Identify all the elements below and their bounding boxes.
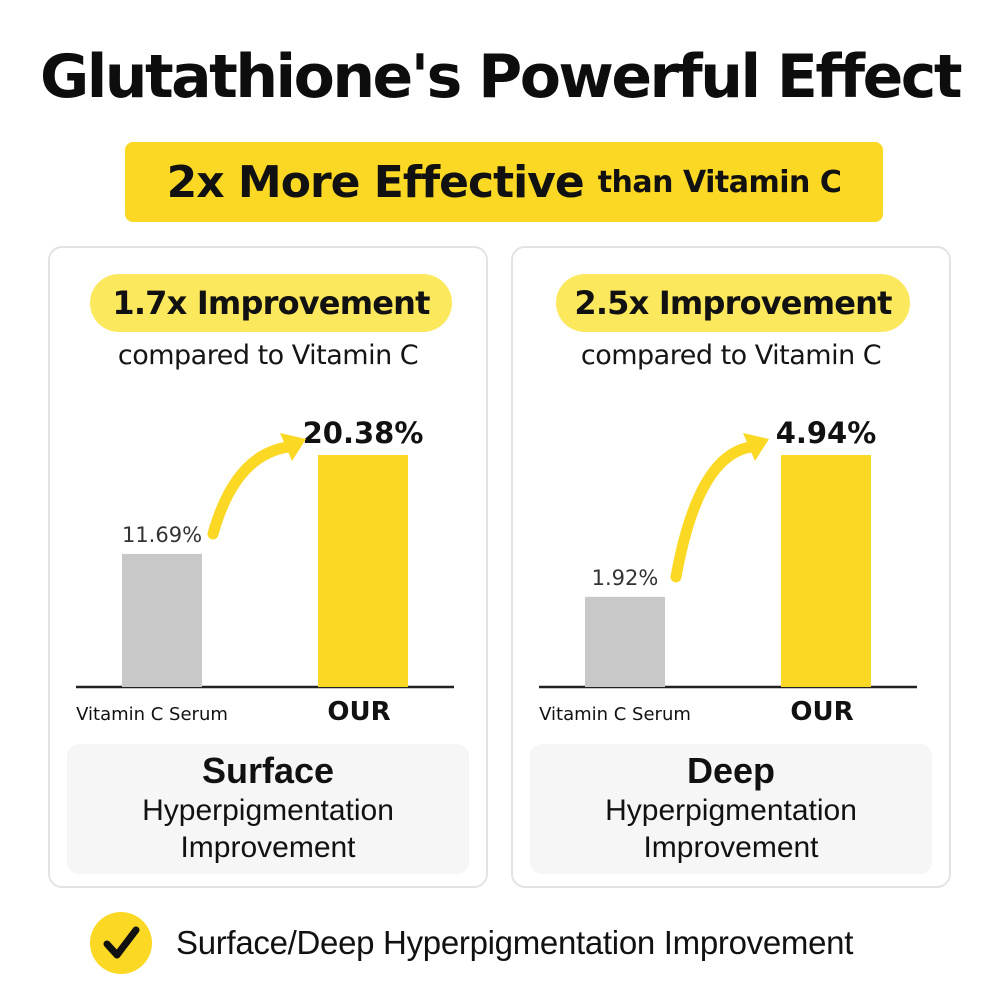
growth-arrow (207, 441, 294, 540)
bar-value-label: 20.38% (303, 416, 424, 450)
surface-label-box: Surface Hyperpigmentation Improvement (67, 744, 469, 874)
checkmark-icon (90, 912, 152, 974)
comparison-subtitle: compared to Vitamin C (580, 340, 882, 371)
category-label: OUR (327, 697, 390, 727)
growth-arrow (670, 441, 757, 583)
improvement-pill: 2.5x Improvement (556, 274, 910, 332)
footer-text: Surface/Deep Hyperpigmentation Improveme… (176, 924, 854, 961)
surface-bar-chart: 11.69% Vitamin C Serum 20.38% OUR (76, 416, 454, 727)
bar-value-label: 1.92% (592, 566, 659, 590)
category-label: Vitamin C Serum (76, 704, 228, 725)
category-desc-line2: Improvement (643, 831, 819, 864)
deep-label-box: Deep Hyperpigmentation Improvement (530, 744, 932, 874)
category-name: Deep (686, 750, 776, 791)
banner-main-text: 2x More Effective (166, 156, 585, 208)
category-label: Vitamin C Serum (539, 704, 691, 725)
improvement-pill: 1.7x Improvement (90, 274, 452, 332)
our-bar (318, 455, 408, 687)
banner-sub-text: than Vitamin C (597, 164, 842, 200)
growth-arrow-head (280, 433, 306, 461)
deep-bar-chart: 1.92% Vitamin C Serum 4.94% OUR (539, 416, 917, 727)
vitamin-c-bar (585, 596, 665, 687)
headline-banner: 2x More Effective than Vitamin C (125, 142, 883, 222)
deep-card: 2.5x Improvement compared to Vitamin C 1… (511, 246, 951, 888)
category-label: OUR (790, 697, 853, 727)
growth-arrow-head (743, 433, 769, 461)
category-name: Surface (201, 750, 335, 791)
category-desc-line1: Hyperpigmentation (142, 794, 394, 827)
footer-claim: Surface/Deep Hyperpigmentation Improveme… (90, 912, 853, 974)
page-title: Glutathione's Powerful Effect (39, 42, 963, 112)
surface-card: 1.7x Improvement compared to Vitamin C 1… (48, 246, 488, 888)
category-desc-line2: Improvement (180, 831, 356, 864)
vitamin-c-bar (122, 553, 202, 687)
bar-value-label: 11.69% (122, 523, 202, 547)
category-desc-line1: Hyperpigmentation (605, 794, 857, 827)
bar-value-label: 4.94% (776, 416, 877, 450)
our-bar (781, 455, 871, 687)
comparison-subtitle: compared to Vitamin C (117, 340, 419, 371)
